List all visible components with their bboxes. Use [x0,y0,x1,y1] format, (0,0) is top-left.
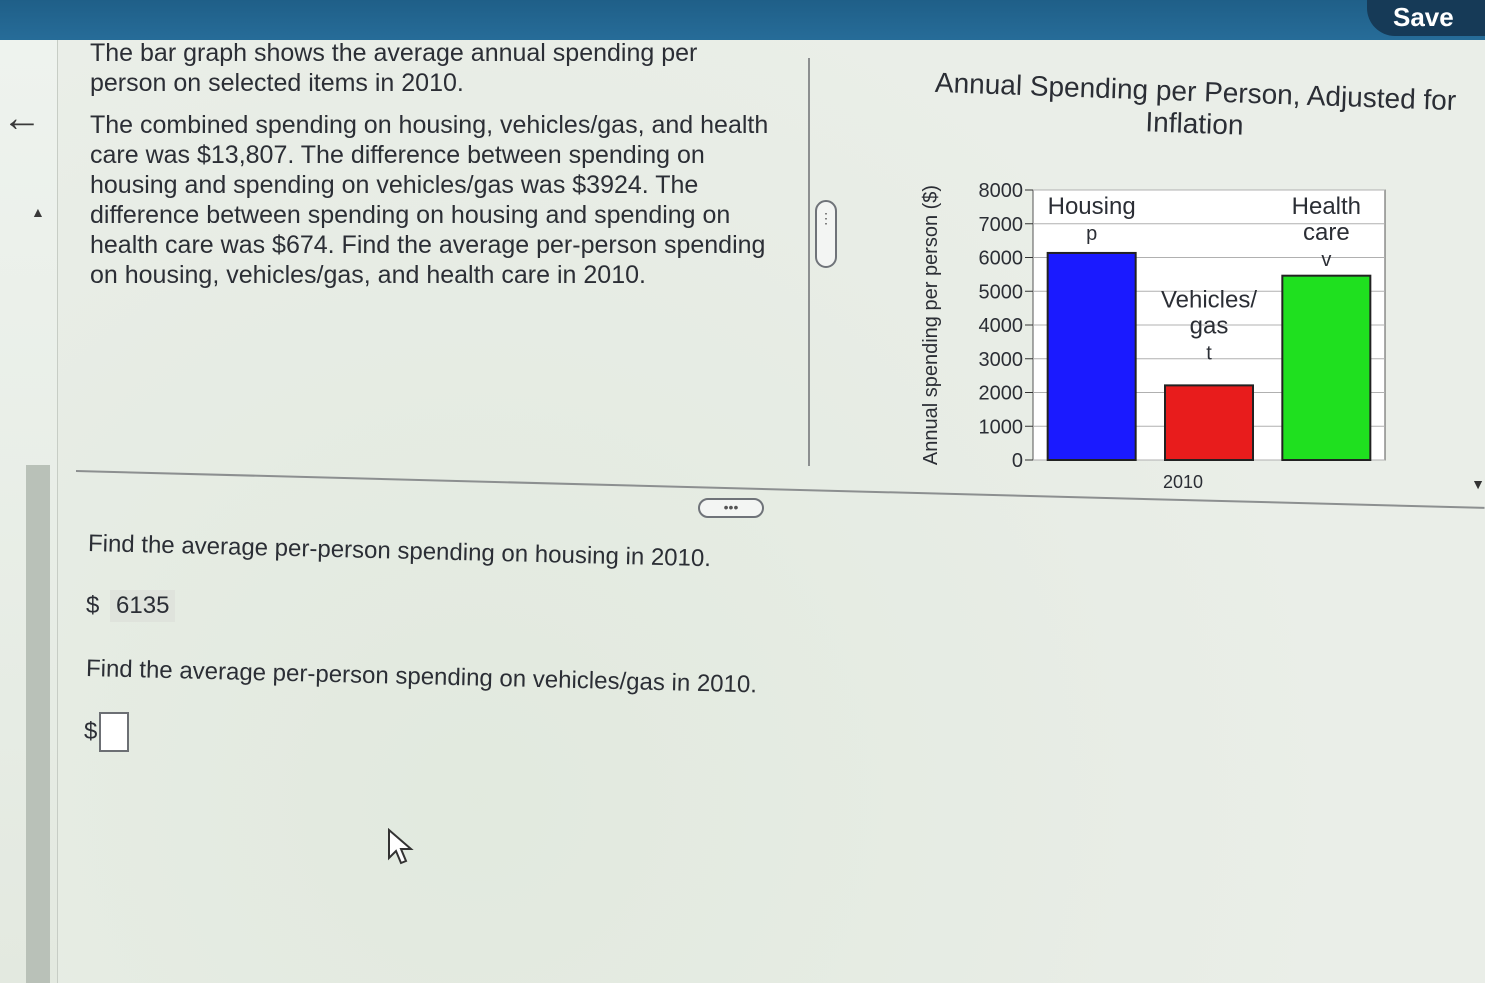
y-tick-label: 8000 [979,180,1024,202]
more-options-horizontal-button[interactable]: ••• [698,498,764,518]
category-label: t [1206,342,1212,364]
y-tick-label: 6000 [979,248,1024,270]
problem-statement: The bar graph shows the average annual s… [90,38,780,302]
caret-down-icon[interactable]: ▼ [1471,476,1485,492]
answer-vehicles: $ [84,712,130,752]
bars [1046,251,1372,461]
bar-health-care [1281,274,1372,461]
arrow-left-icon[interactable]: ← [2,96,42,140]
y-tick-label: 7000 [979,214,1024,236]
bar-housing [1046,251,1137,461]
bar-chart: Annual spending per person ($) 0 1000 2000… [915,155,1395,500]
category-label: Health [1292,193,1361,220]
y-axis-ticks: 0 1000 2000 3000 4000 5000 6000 7000 8000 [979,180,1033,472]
left-rail: ← ▲ [0,40,58,983]
caret-up-icon[interactable]: ▲ [31,204,45,220]
y-tick-label: 1000 [979,416,1024,438]
y-tick-label: 3000 [979,349,1024,371]
mouse-pointer-icon [388,828,414,865]
y-axis-label: Annual spending per person ($) [920,185,942,465]
bar-vehicles-gas [1164,384,1254,461]
category-label: Vehicles/ [1161,286,1257,313]
category-label: v [1321,249,1331,271]
answer-housing: $ 6135 [86,590,176,622]
category-label: p [1086,223,1097,245]
bar-chart-svg: Annual spending per person ($) 0 1000 2000… [920,180,1386,492]
y-tick-label: 4000 [979,315,1024,337]
problem-body: The combined spending on housing, vehicl… [90,111,769,289]
currency-symbol: $ [84,718,98,745]
more-options-vertical-button[interactable]: ⋮ [815,200,837,268]
y-tick-label: 2000 [979,383,1024,405]
category-label: care [1303,219,1350,246]
vertical-divider[interactable] [808,58,810,466]
category-label: gas [1190,312,1229,339]
currency-symbol: $ [86,592,100,619]
problem-intro: The bar graph shows the average annual s… [90,39,698,97]
x-axis-label: 2010 [1163,472,1203,492]
y-tick-label: 5000 [979,281,1024,303]
save-button[interactable]: Save [1367,0,1485,36]
rail-scroll-strip[interactable] [26,465,50,983]
answer-vehicles-input[interactable] [99,712,130,752]
answer-housing-value[interactable]: 6135 [110,590,176,622]
y-tick-label: 0 [1012,450,1023,472]
category-label: Housing [1048,193,1136,220]
